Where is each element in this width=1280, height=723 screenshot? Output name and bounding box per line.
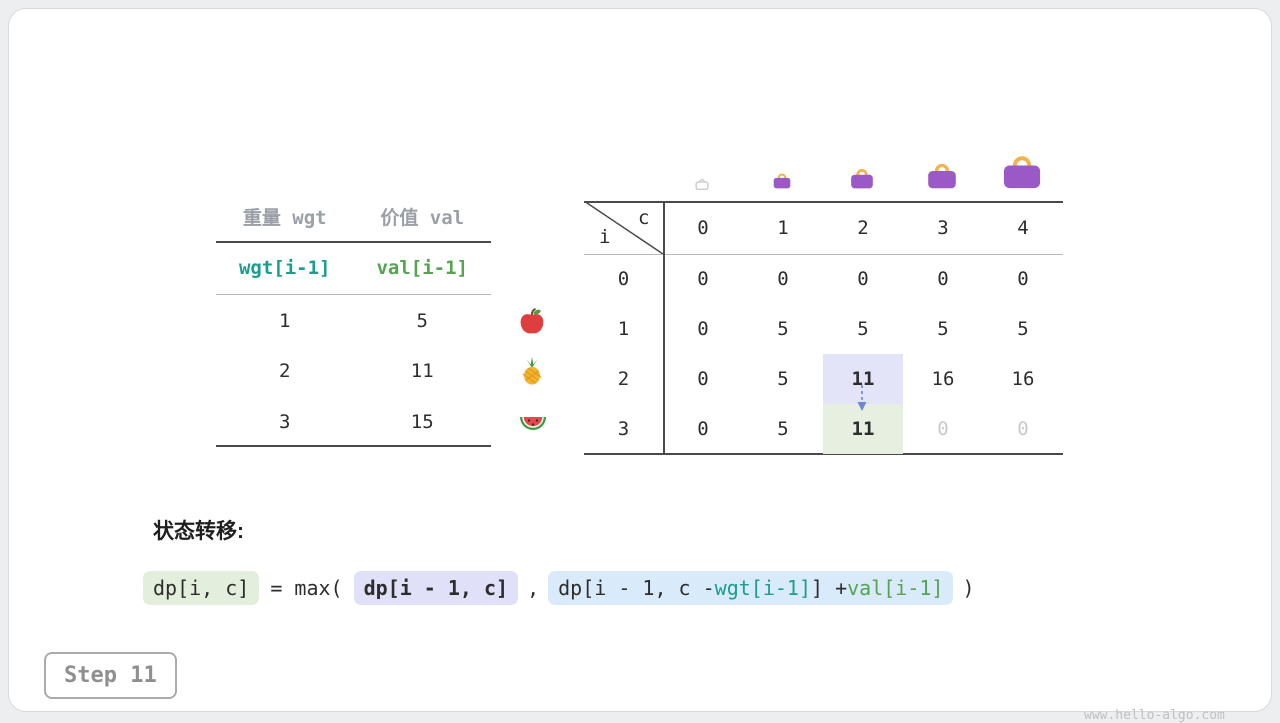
- dp-cell-target-highlight: 11: [823, 404, 903, 454]
- dp-cell-source-highlight: 11: [823, 354, 903, 404]
- item-weight: 1: [279, 310, 291, 332]
- dp-corner-cell: c i: [584, 201, 663, 254]
- items-header-value: 价值 val: [380, 206, 465, 229]
- dp-col-header: 2: [857, 216, 869, 239]
- items-row: 1 5: [216, 296, 491, 346]
- dp-cell: 5: [777, 318, 789, 340]
- dp-cell: 16: [931, 368, 955, 390]
- dp-col-header: 3: [937, 216, 949, 239]
- dp-cell: 5: [777, 368, 789, 390]
- dp-table-bottom-rule: [584, 453, 1063, 455]
- dp-table-header-rule: [584, 254, 1063, 255]
- items-table-mid-rule: [216, 294, 491, 295]
- dp-table-top-rule: [584, 201, 1063, 203]
- formula-equals-max: = max(: [270, 576, 343, 600]
- transition-arrow-icon: [855, 384, 869, 412]
- bag-icon-large: [925, 160, 959, 193]
- dp-row-header: 1: [617, 318, 630, 340]
- items-table: 重量 wgt 价值 val wgt[i-1] val[i-1] 1 5 2 11…: [216, 191, 491, 447]
- formula-chip-dp-keep: dp[i - 1, c]: [353, 571, 519, 605]
- item-value: 11: [410, 360, 434, 382]
- item-value: 15: [410, 411, 434, 433]
- item-weight: 2: [279, 360, 291, 382]
- formula-take-wgt: wgt[i-1]: [714, 576, 811, 600]
- dp-cell: 0: [1017, 268, 1029, 290]
- dp-cell: 0: [697, 268, 709, 290]
- items-header-weight: 重量 wgt: [242, 206, 327, 229]
- formula-chip-dp-current: dp[i, c]: [143, 571, 260, 605]
- formula: dp[i, c] = max( dp[i - 1, c] , dp[i - 1,…: [143, 571, 975, 605]
- pineapple-icon: [517, 356, 547, 386]
- dp-row-header: 0: [617, 268, 630, 290]
- state-transition-label: 状态转移:: [153, 520, 244, 543]
- dp-cell-pending: 0: [1017, 418, 1029, 440]
- dp-cell: 5: [937, 318, 949, 340]
- dp-cell-pending: 0: [937, 418, 949, 440]
- bag-outline-icon: [695, 175, 709, 194]
- dp-cell: 0: [777, 268, 789, 290]
- figure-card: 重量 wgt 价值 val wgt[i-1] val[i-1] 1 5 2 11…: [8, 8, 1272, 723]
- items-table-top-rule: [216, 241, 491, 243]
- item-weight: 3: [279, 411, 291, 433]
- formula-take-prefix: dp[i - 1, c -: [558, 576, 715, 600]
- dp-col-header: 0: [697, 216, 709, 239]
- dp-table: c i 0 1 2 3 4 0 1 2 3 0 0 0 0 0 0 5 5 5: [584, 201, 1063, 455]
- dp-cell: 0: [697, 418, 709, 440]
- watermelon-icon: [517, 407, 549, 437]
- formula-chip-dp-take: dp[i - 1, c - wgt[i-1]] + val[i-1]: [548, 571, 954, 605]
- item-value: 5: [416, 310, 428, 332]
- dp-cell: 0: [937, 268, 949, 290]
- dp-corner-row-label: i: [599, 226, 611, 248]
- items-subheader-wgt: wgt[i-1]: [238, 257, 331, 279]
- step-badge: Step 11: [44, 652, 177, 699]
- apple-icon: [517, 306, 547, 336]
- dp-cell: 0: [697, 318, 709, 340]
- formula-comma: ,: [527, 576, 540, 600]
- corner-diagonal-line: [584, 201, 663, 254]
- dp-cell: 5: [1017, 318, 1029, 340]
- bag-icon-xlarge: [1000, 151, 1044, 193]
- dp-corner-col-label: c: [638, 207, 650, 229]
- formula-take-mid: ] +: [811, 576, 848, 600]
- dp-cell: 0: [857, 268, 869, 290]
- dp-cell: 5: [777, 418, 789, 440]
- items-row: 3 15: [216, 397, 491, 447]
- dp-cell: 16: [1011, 368, 1035, 390]
- dp-col-header: 4: [1017, 216, 1029, 239]
- formula-take-val: val[i-1]: [847, 576, 944, 600]
- formula-close-paren: ): [962, 576, 975, 600]
- watermark: www.hello-algo.com: [1084, 708, 1225, 723]
- dp-cell: 5: [857, 318, 869, 340]
- bag-icon-small: [772, 171, 792, 193]
- dp-cell: 0: [697, 368, 709, 390]
- items-subheader-val: val[i-1]: [376, 257, 468, 279]
- items-row: 2 11: [216, 346, 491, 396]
- dp-col-header: 1: [777, 216, 789, 239]
- items-table-bottom-rule: [216, 445, 491, 447]
- bag-icon-medium: [849, 166, 875, 193]
- dp-table-vertical-rule: [663, 201, 665, 455]
- dp-row-header: 3: [617, 418, 630, 440]
- dp-row-header: 2: [617, 368, 630, 390]
